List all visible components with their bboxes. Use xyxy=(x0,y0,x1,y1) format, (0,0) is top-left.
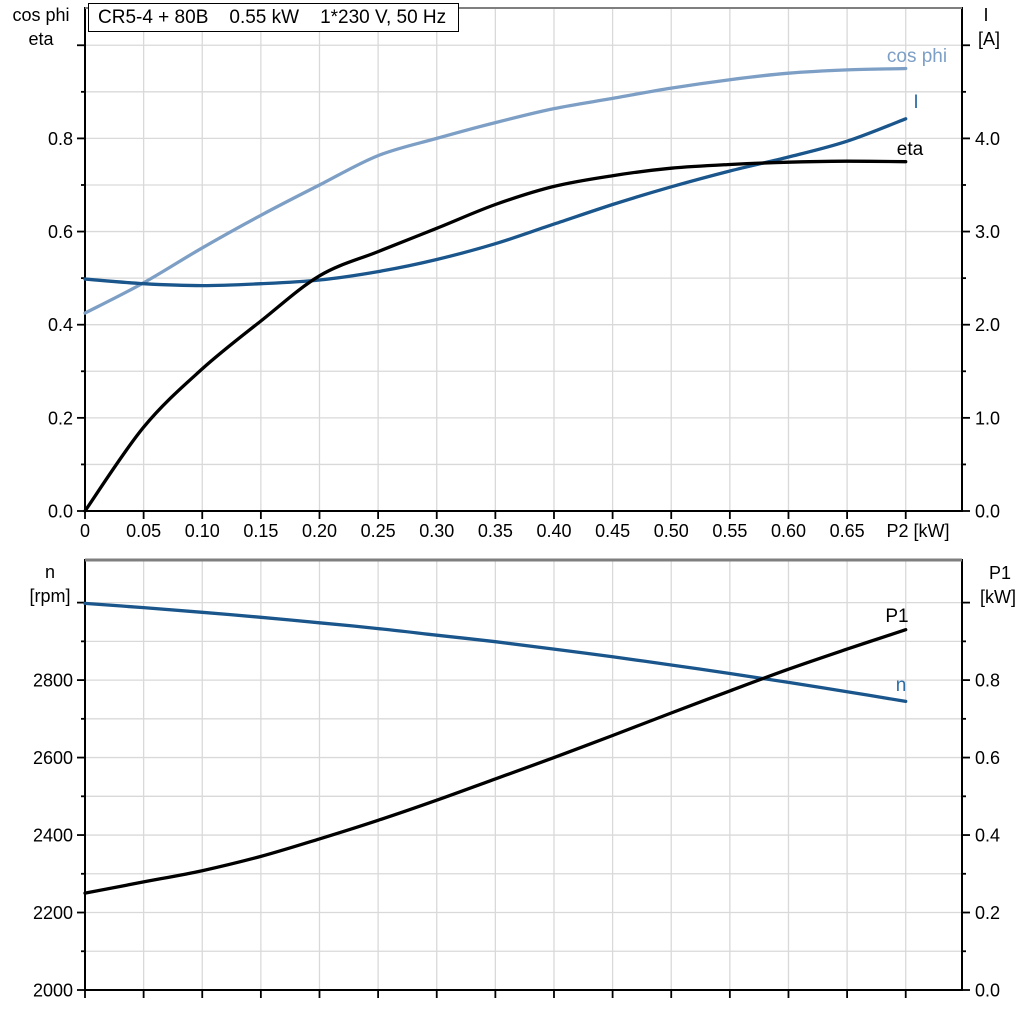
curve-p1 xyxy=(83,628,908,895)
x-tick-label: 0.45 xyxy=(595,521,630,541)
bottom-chart: 2000 2200 2400 2600 2800 0.0 0.2 0.4 0.6 0.8 n [rpm… xyxy=(29,558,1016,1001)
right-axis-title: P1 xyxy=(989,563,1011,583)
left-tick-label: 0.4 xyxy=(48,315,73,335)
x-tick-label: 0.30 xyxy=(419,521,454,541)
x-axis-unit-label: P2 [kW] xyxy=(886,521,949,541)
plot-frame xyxy=(84,7,963,512)
right-tick-label: 0.2 xyxy=(975,903,1000,923)
left-tick-label: 2600 xyxy=(33,748,73,768)
right-tick-label: 0.4 xyxy=(975,826,1000,846)
curve-n xyxy=(83,601,908,704)
left-axis-title: cos phi xyxy=(12,5,69,25)
left-axis-title: n xyxy=(45,562,55,582)
gridlines xyxy=(85,8,962,511)
right-tick-label: 4.0 xyxy=(975,129,1000,149)
curve-cos-phi xyxy=(83,66,908,315)
power-rating: 0.55 kW xyxy=(229,6,300,28)
plot-frame xyxy=(84,559,963,991)
curve-label-n: n xyxy=(896,675,907,696)
left-tick-label: 2200 xyxy=(33,903,73,923)
left-tick-label: 2400 xyxy=(33,826,73,846)
right-tick-label: 0.0 xyxy=(975,502,1000,522)
x-tick-label: 0.05 xyxy=(126,521,161,541)
curve-eta xyxy=(83,159,908,513)
right-axis-title: I xyxy=(983,5,988,25)
chart-title-box: CR5-4 + 80B 0.55 kW 1*230 V, 50 Hz xyxy=(88,3,460,32)
right-tick-label: 0.0 xyxy=(975,981,1000,1001)
x-tick-label: 0.25 xyxy=(361,521,396,541)
x-tick-label: 0.65 xyxy=(830,521,865,541)
x-tick-label: 0.60 xyxy=(771,521,806,541)
x-tick-label: 0.15 xyxy=(243,521,278,541)
x-tick-label: 0.40 xyxy=(536,521,571,541)
left-tick-label: 0.2 xyxy=(48,408,73,428)
gridlines xyxy=(85,560,962,990)
right-axis-title: [kW] xyxy=(980,587,1016,607)
left-tick-label: 2000 xyxy=(33,981,73,1001)
axis-ticks xyxy=(77,601,970,998)
right-tick-label: 0.6 xyxy=(975,748,1000,768)
left-axis-title: eta xyxy=(28,29,54,49)
left-tick-label: 0.0 xyxy=(48,502,73,522)
x-tick-label: 0.50 xyxy=(654,521,689,541)
left-tick-label: 0.8 xyxy=(48,129,73,149)
left-tick-label: 2800 xyxy=(33,671,73,691)
pump-model: CR5-4 + 80B xyxy=(98,6,209,28)
top-chart: 0.0 0.2 0.4 0.6 0.8 0.0 1.0 2.0 3.0 4.0 0 0.05 0.10 0… xyxy=(12,5,1000,541)
right-tick-label: 1.0 xyxy=(975,408,1000,428)
x-tick-label: 0 xyxy=(80,521,90,541)
x-tick-label: 0.35 xyxy=(478,521,513,541)
right-axis-title: [A] xyxy=(978,29,1000,49)
curve-label-eta: eta xyxy=(897,139,924,160)
x-tick-label: 0.10 xyxy=(185,521,220,541)
left-axis-title: [rpm] xyxy=(29,586,70,606)
curve-label-cos-phi: cos phi xyxy=(887,46,947,67)
right-tick-label: 3.0 xyxy=(975,222,1000,242)
curve-label-p1: P1 xyxy=(885,606,908,627)
supply-spec: 1*230 V, 50 Hz xyxy=(320,6,447,28)
x-tick-label: 0.55 xyxy=(712,521,747,541)
curve-label-i: I xyxy=(913,92,918,113)
left-tick-label: 0.6 xyxy=(48,222,73,242)
right-tick-label: 2.0 xyxy=(975,315,1000,335)
right-tick-label: 0.8 xyxy=(975,671,1000,691)
x-tick-label: 0.20 xyxy=(302,521,337,541)
